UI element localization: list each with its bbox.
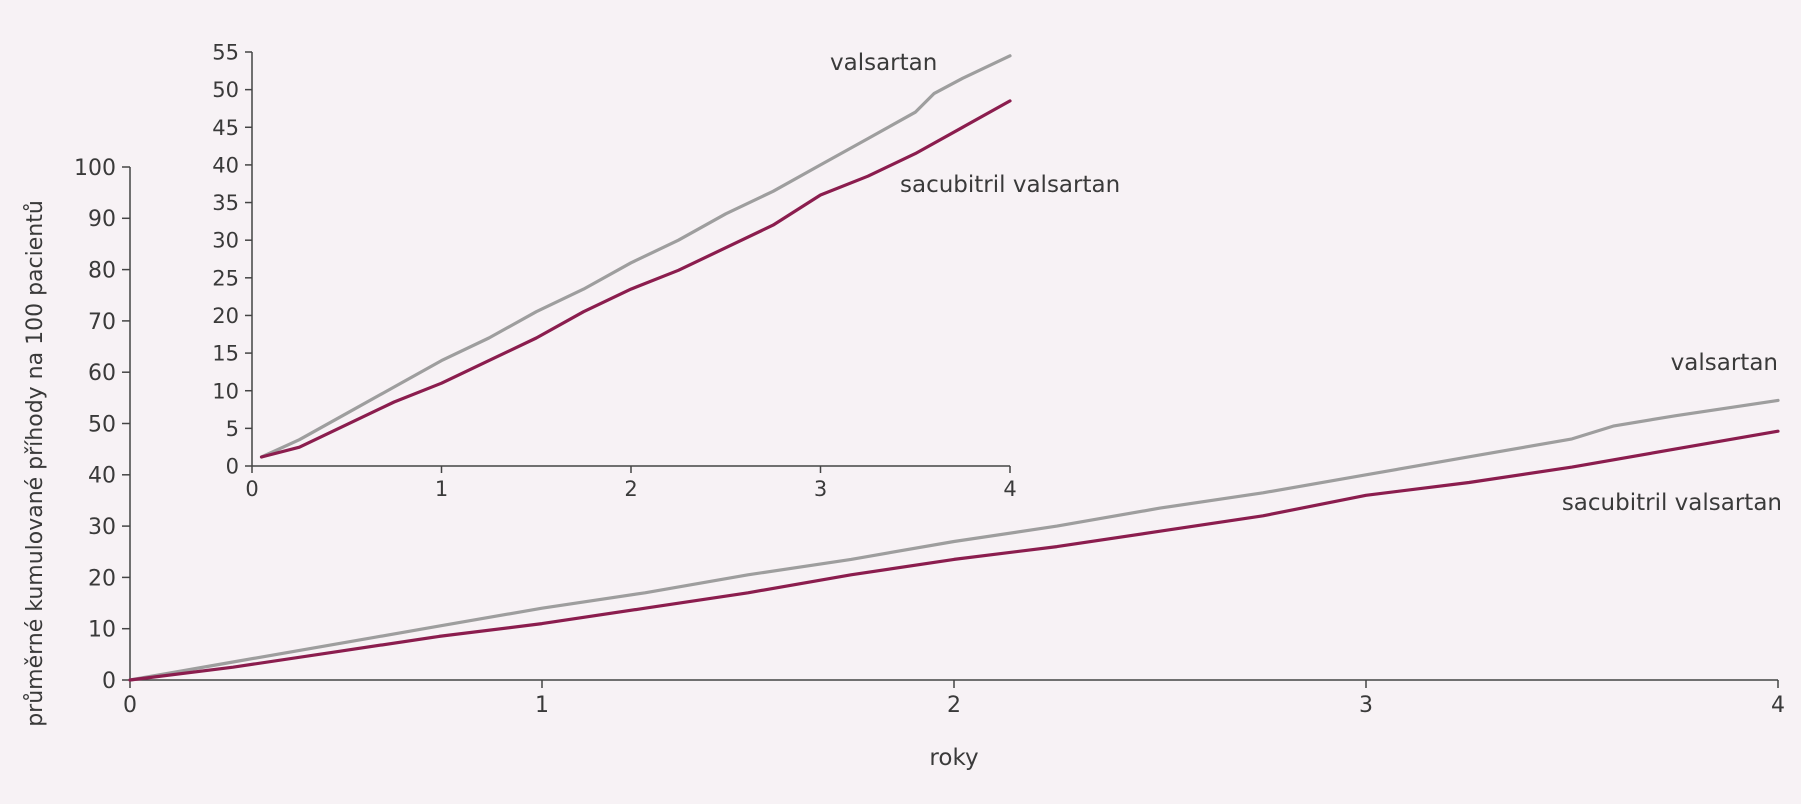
main-y-tick-label: 70 [88, 310, 116, 335]
inset-x-tick-label: 2 [624, 477, 637, 501]
main-series-line-sacubitril-valsartan [128, 429, 1780, 682]
main-x-tick-label: 0 [123, 693, 137, 718]
main-x-tick-label: 1 [535, 693, 549, 718]
main-y-tick-label: 50 [88, 412, 116, 437]
inset-series-label: sacubitril valsartan [900, 172, 1120, 198]
main-x-tick-label: 4 [1771, 693, 1785, 718]
inset-y-tick-label: 20 [212, 304, 239, 328]
inset-x-tick-label: 3 [814, 477, 827, 501]
main-series-label: sacubitril valsartan [1562, 490, 1782, 516]
main-y-tick-label: 30 [88, 515, 116, 540]
inset-y-tick-label: 15 [212, 342, 239, 366]
main-y-tick-label: 0 [102, 669, 116, 694]
x-axis-label: roky [929, 745, 978, 771]
inset-x-tick-label: 4 [1003, 477, 1016, 501]
y-axis-label: průměrné kumulované příhody na 100 pacie… [23, 200, 48, 727]
main-x-tick-label: 3 [1359, 693, 1373, 718]
main-series-line-valsartan [128, 398, 1780, 682]
inset-y-tick-label: 35 [212, 191, 239, 215]
inset-y-tick-label: 0 [226, 455, 239, 479]
inset-y-tick-label: 50 [212, 78, 239, 102]
main-y-tick-label: 60 [88, 361, 116, 386]
inset-y-tick-label: 5 [226, 417, 239, 441]
inset-y-tick-label: 30 [212, 229, 239, 253]
inset-y-tick-label: 40 [212, 153, 239, 177]
inset-series-line-valsartan [259, 54, 1012, 459]
main-y-tick-label: 90 [88, 207, 116, 232]
inset-series-line-sacubitril-valsartan [259, 99, 1012, 459]
main-plot: 0 1 2 3 40102030405060708090100rokyprůměrné … [23, 156, 1785, 771]
main-y-tick-label: 80 [88, 259, 116, 284]
main-y-tick-label: 20 [88, 566, 116, 591]
main-series-label: valsartan [1671, 350, 1778, 376]
main-y-tick-label: 100 [74, 156, 116, 181]
inset-y-tick-label: 45 [212, 116, 239, 140]
inset-x-tick-label: 0 [245, 477, 258, 501]
main-y-tick-label: 40 [88, 464, 116, 489]
inset-y-tick-label: 55 [212, 41, 239, 65]
inset-series-label: valsartan [830, 50, 937, 76]
main-y-tick-label: 10 [88, 618, 116, 643]
inset-x-tick-label: 1 [435, 477, 448, 501]
inset-y-tick-label: 25 [212, 266, 239, 290]
main-x-tick-label: 2 [947, 693, 961, 718]
inset-y-tick-label: 10 [212, 379, 239, 403]
